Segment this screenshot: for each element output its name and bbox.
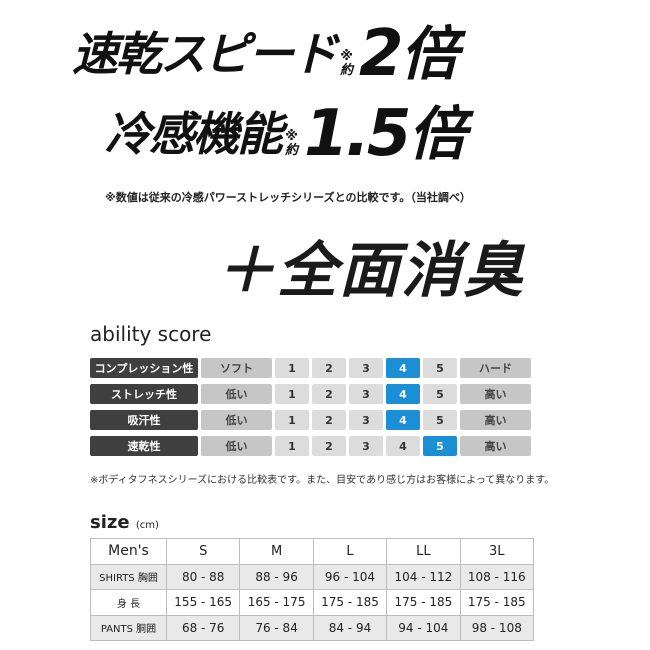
scale-low-label: 低い [201,436,272,456]
size-unit: (cm) [135,520,159,531]
note-mark: ※ [340,49,353,64]
size-cell: 175 - 185 [312,589,388,616]
scale-cell-selected: 4 [386,384,420,404]
ability-label: 速乾性 [90,436,198,456]
scale-high-label: 高い [460,436,531,456]
headline-number: 1.5 [304,97,411,171]
headline-unit: 倍 [400,20,459,88]
row-label: PANTS 胴囲 [90,614,167,641]
scale-cell: 2 [312,436,346,456]
scale-cell: 5 [423,384,457,404]
scale-cell: 2 [312,384,346,404]
size-cell: 98 - 108 [459,614,535,641]
size-cell: 96 - 104 [312,563,388,590]
size-title-text: size [90,512,130,533]
scale-cell-selected: 4 [386,358,420,378]
scale-cell: 1 [275,384,309,404]
scale-cell: 3 [349,436,383,456]
size-row: 身 長 155 - 165 165 - 175 175 - 185 175 - 185 1… [90,589,535,616]
size-cell: 165 - 175 [239,589,314,616]
size-table: Men's S M L LL 3L SHIRTS 胸囲 80 - 88 88 - 96 96 - … [90,538,535,641]
note-word: 約 [285,143,299,158]
ability-label: ストレッチ性 [90,384,198,404]
size-header-row: Men's S M L LL 3L [90,538,535,565]
scale-cell: 3 [349,358,383,378]
ability-row: ストレッチ性 低い 1 2 3 4 5 高い [90,384,531,404]
scale-cell: 1 [275,358,309,378]
scale-cell-selected: 4 [386,410,420,430]
size-cell: 108 - 116 [459,563,535,590]
ability-score-title: ability score [90,322,212,346]
scale-cell-selected: 5 [423,436,457,456]
size-cell: 88 - 96 [239,563,314,590]
size-cell: 68 - 76 [165,614,241,641]
size-cell: 94 - 104 [386,614,461,641]
scale-cell: 2 [312,410,346,430]
headline-deodorant: ＋全面消臭 [215,236,525,306]
scale-high-label: 高い [460,384,531,404]
note-word: 約 [340,63,354,78]
headline-number: 2 [359,17,403,91]
ability-row: 吸汗性 低い 1 2 3 4 5 高い [90,410,531,430]
scale-low-label: ソフト [201,358,272,378]
size-title: size (cm) [90,512,159,533]
headline-quick-dry: 速乾スピード ※ 約 2 倍 [72,17,459,91]
size-cell: 175 - 185 [386,589,461,616]
scale-low-label: 低い [201,410,272,430]
scale-cell: 1 [275,436,309,456]
scale-cell: 2 [312,358,346,378]
scale-high-label: ハード [460,358,531,378]
size-cell: 80 - 88 [165,563,241,590]
scale-cell: 5 [423,410,457,430]
scale-low-label: 低い [201,384,272,404]
ability-note: ※ボディタフネスシリーズにおける比較表です。また、目安であり感じ方はお客様によっ… [90,475,555,486]
size-cell: 76 - 84 [239,614,314,641]
size-cell: LL [386,538,461,565]
scale-cell: 4 [386,436,420,456]
row-label: 身 長 [90,589,167,616]
approx-note: ※ 約 [340,50,353,78]
scale-cell: 5 [423,358,457,378]
row-label: Men's [90,538,167,565]
approx-note: ※ 約 [285,130,298,158]
size-cell: 175 - 185 [459,589,535,616]
row-label: SHIRTS 胸囲 [90,563,167,590]
ability-label: コンプレッション性 [90,358,198,378]
size-cell: S [165,538,241,565]
size-cell: L [312,538,388,565]
size-cell: 155 - 165 [165,589,241,616]
headline-text: 冷感機能 [105,107,283,161]
scale-cell: 3 [349,410,383,430]
scale-cell: 3 [349,384,383,404]
scale-cell: 1 [275,410,309,430]
ability-row: コンプレッション性 ソフト 1 2 3 4 5 ハード [90,358,531,378]
size-cell: M [239,538,314,565]
size-cell: 104 - 112 [386,563,461,590]
note-mark: ※ [285,129,298,144]
size-row: SHIRTS 胸囲 80 - 88 88 - 96 96 - 104 104 - 112… [90,563,535,590]
headline-footnote: ※数値は従来の冷感パワーストレッチシリーズとの比較です。（当社調べ） [105,191,471,204]
ability-row: 速乾性 低い 1 2 3 4 5 高い [90,436,531,456]
headline-text: 速乾スピード [72,27,338,81]
headline-cooling: 冷感機能 ※ 約 1.5 倍 [105,97,467,171]
size-cell: 84 - 94 [312,614,388,641]
scale-high-label: 高い [460,410,531,430]
size-row: PANTS 胴囲 68 - 76 76 - 84 84 - 94 94 - 104 98 … [90,614,535,641]
size-cell: 3L [459,538,535,565]
ability-label: 吸汗性 [90,410,198,430]
headline-unit: 倍 [408,100,467,168]
